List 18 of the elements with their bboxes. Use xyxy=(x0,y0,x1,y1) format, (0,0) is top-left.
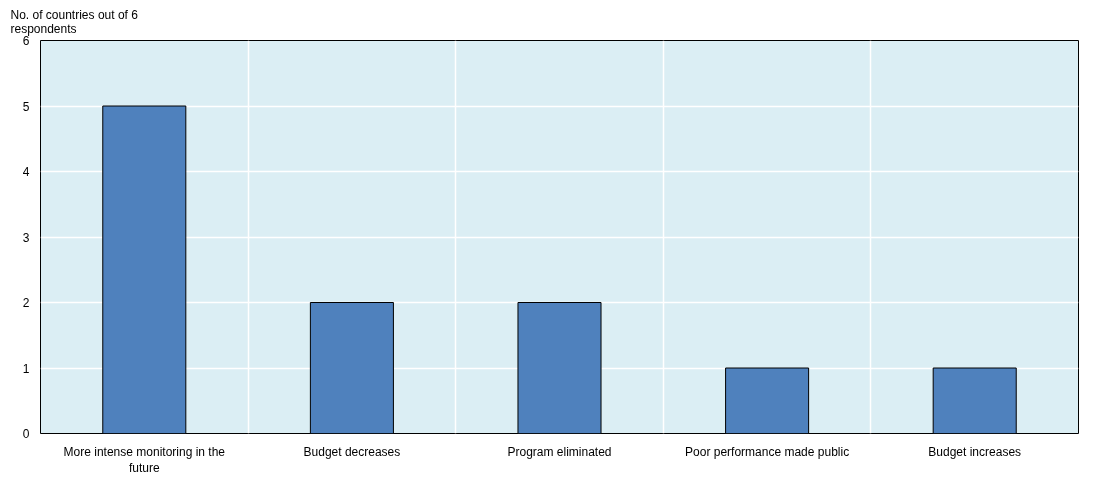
bar xyxy=(309,302,394,434)
x-tick-label: Budget decreases xyxy=(303,444,401,459)
y-tick-label: 5 xyxy=(22,99,30,114)
bar xyxy=(102,105,187,434)
y-tick-label: 2 xyxy=(22,296,30,310)
x-tick-label: Poor performance made public xyxy=(685,444,850,459)
y-tick-label: 3 xyxy=(22,230,30,245)
bar xyxy=(725,367,810,434)
bar xyxy=(932,367,1017,434)
y-tick-label: 4 xyxy=(22,165,30,179)
y-tick-label: 6 xyxy=(22,34,30,48)
x-tick-label: More intense monitoring in the future xyxy=(63,444,226,476)
y-tick-label: 1 xyxy=(22,361,30,376)
x-tick-label: Program eliminated xyxy=(507,444,612,459)
y-tick-label: 0 xyxy=(22,427,30,441)
x-tick-label: Budget increases xyxy=(928,444,1022,459)
y-axis-title: No. of countries out of 6 respondents xyxy=(10,7,139,36)
bar xyxy=(517,302,602,434)
